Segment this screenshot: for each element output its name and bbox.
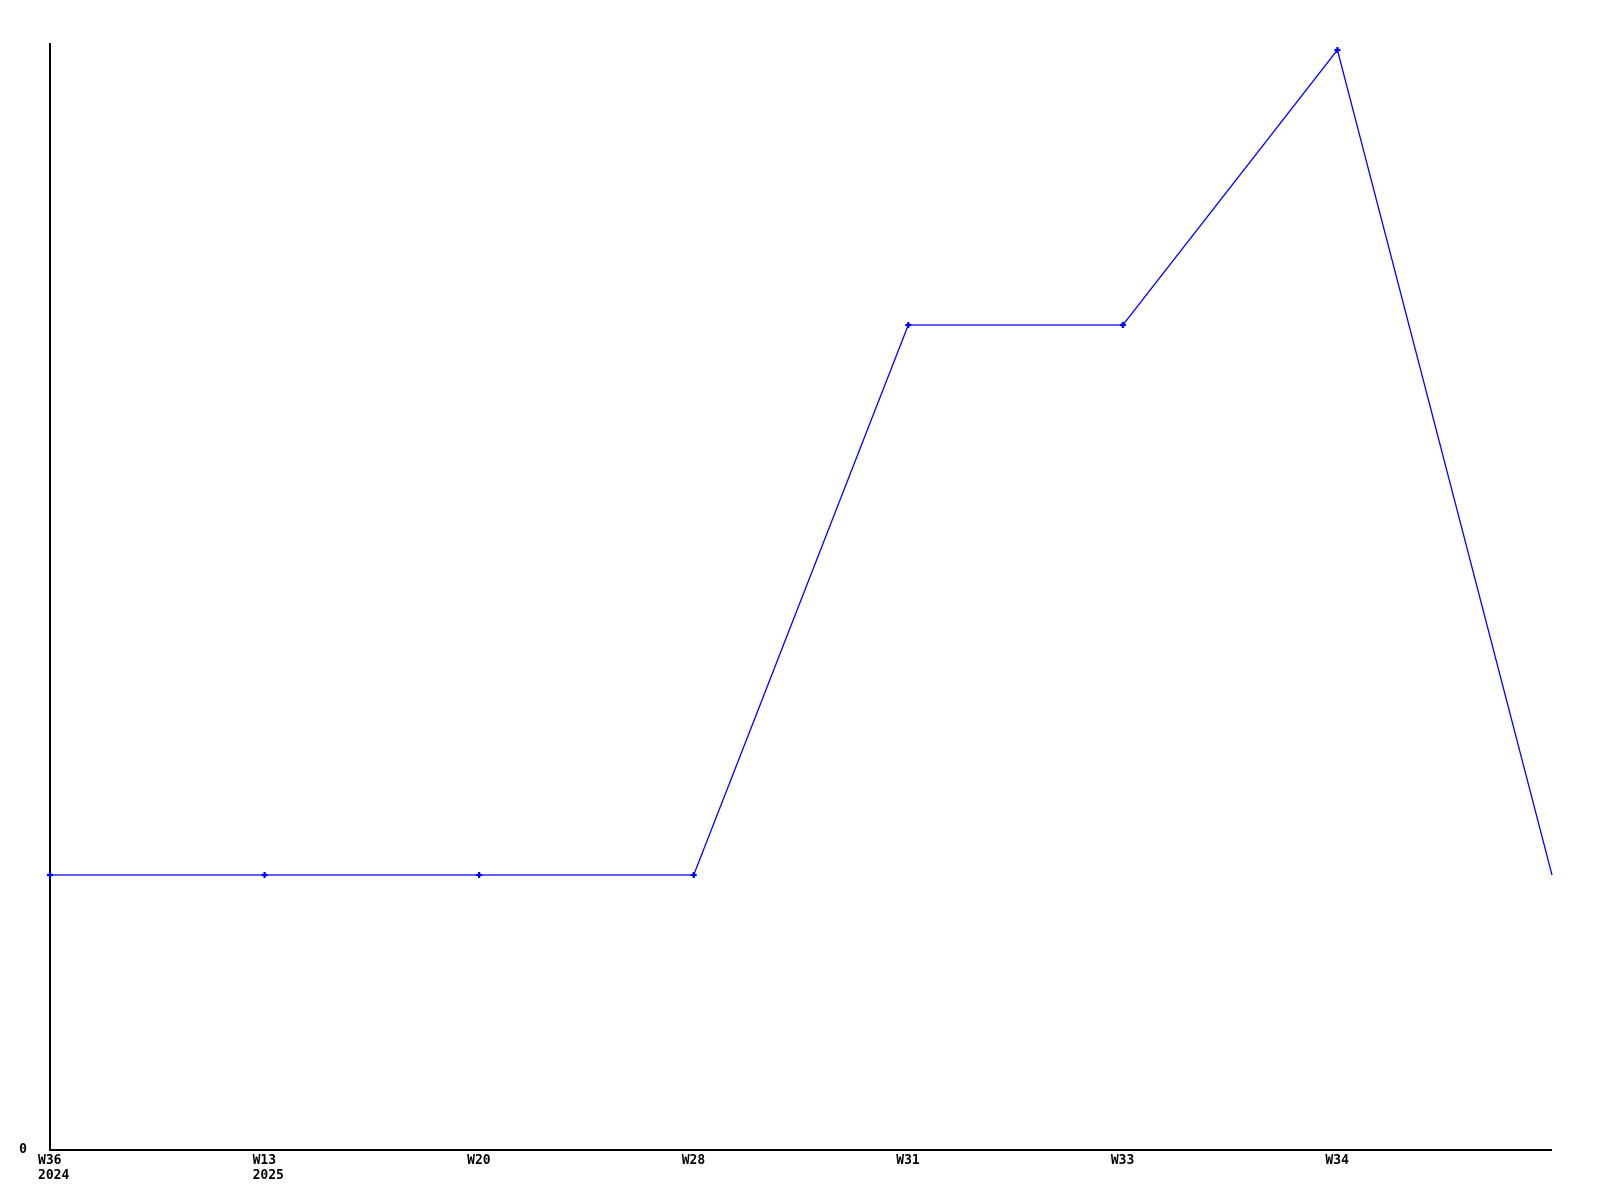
x-tick-week: W34 bbox=[1325, 1153, 1349, 1168]
x-tick-week: W31 bbox=[896, 1153, 920, 1168]
x-tick-week: W36 bbox=[38, 1153, 62, 1168]
y-axis-zero-label: 0 bbox=[19, 1142, 27, 1157]
x-tick-year: 2024 bbox=[38, 1168, 70, 1183]
x-tick-label: W34 bbox=[1325, 1153, 1348, 1168]
x-tick-week: W20 bbox=[467, 1153, 491, 1168]
x-tick-week: W13 bbox=[252, 1153, 277, 1168]
x-tick-label: W13 2025 bbox=[253, 1153, 284, 1183]
x-tick-label: W31 bbox=[896, 1153, 919, 1168]
x-tick-label: W20 bbox=[467, 1153, 490, 1168]
axes-line bbox=[49, 43, 1552, 1151]
x-tick-label: W36 2024 bbox=[38, 1153, 69, 1183]
x-tick-label: W33 bbox=[1111, 1153, 1134, 1168]
data-line bbox=[50, 48, 1553, 876]
data-point-markers bbox=[47, 47, 1341, 878]
x-tick-week: W28 bbox=[681, 1153, 706, 1168]
x-tick-year: 2025 bbox=[252, 1168, 284, 1183]
x-tick-label: W28 bbox=[682, 1153, 705, 1168]
x-tick-week: W33 bbox=[1110, 1153, 1135, 1168]
